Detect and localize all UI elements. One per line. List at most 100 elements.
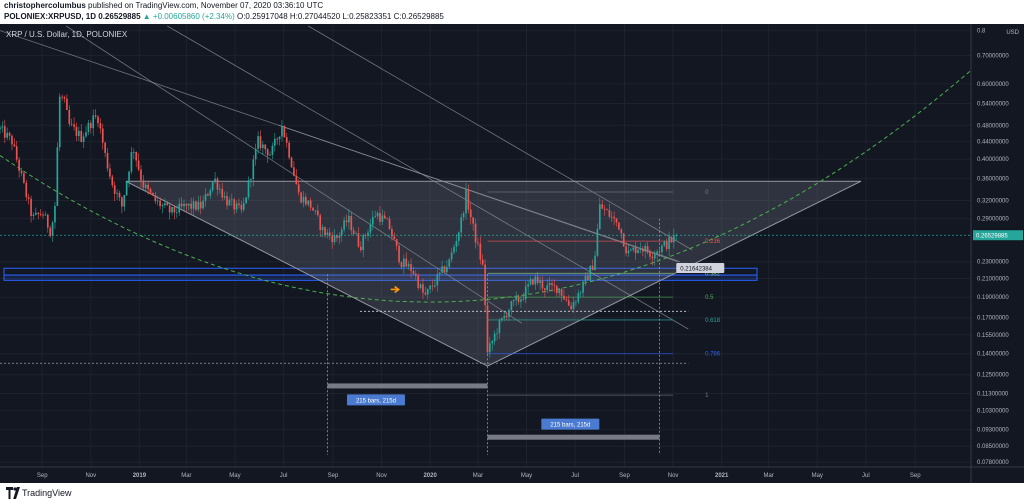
price-chart[interactable]: 0 0.236 0.382 0.5 0.618 0.786 1 0.26529885 0.21… (0, 24, 1024, 483)
candle-body (632, 247, 635, 250)
candle-body (254, 148, 257, 160)
tradingview-logo-icon[interactable] (6, 487, 20, 499)
y-tick-label: 0.11300000 (977, 391, 1009, 397)
candle-body (622, 233, 625, 247)
measure-label-2-badge (541, 418, 600, 430)
candle-body (651, 256, 654, 259)
candle-body (240, 204, 243, 210)
trend-line[interactable] (167, 25, 689, 330)
candle-body (587, 275, 589, 280)
tradingview-brand[interactable]: TradingView (22, 488, 72, 498)
candle-body (183, 203, 185, 207)
candle-body (285, 137, 288, 143)
measure-bar-2[interactable] (487, 434, 660, 440)
x-tick-label: Mar (764, 473, 774, 479)
candle-body (419, 284, 422, 288)
candle-body (505, 315, 508, 318)
candle-body (360, 246, 362, 251)
time-axis[interactable]: Sep Nov 2019 Mar May Jul Sep Nov 2020 Mar May Jul Se… (37, 473, 921, 479)
support-zone-lower[interactable] (3, 274, 758, 281)
candle-body (668, 237, 670, 249)
candle-body (630, 249, 632, 251)
candle-body (517, 296, 520, 302)
y-tick-label: 0.23000000 (977, 260, 1009, 266)
candle-body (536, 276, 539, 284)
candle-body (527, 284, 529, 287)
candle-body (443, 266, 446, 273)
y-tick-label: 0.36000000 (977, 177, 1009, 183)
candle-body (202, 200, 204, 209)
candle-body (111, 176, 114, 186)
candle-body (51, 222, 54, 236)
candle-body (37, 212, 40, 215)
candle-body (23, 173, 25, 183)
parabolic-curve[interactable] (0, 69, 972, 303)
candle-body (555, 285, 558, 294)
candle-body (383, 215, 386, 219)
candle-body (376, 212, 379, 217)
candle-body (634, 247, 637, 254)
candle-body (336, 235, 338, 238)
candle-body (128, 171, 130, 182)
candle-body (94, 115, 97, 117)
candle-body (89, 122, 92, 129)
candle-body (438, 272, 441, 275)
y-tick-label: 0.54000000 (977, 101, 1009, 107)
author-name[interactable]: christophercolumbus (4, 1, 86, 10)
candle-body (58, 96, 61, 148)
candle-body (132, 152, 135, 153)
candle-body (656, 251, 658, 255)
price-axis[interactable]: 0.8 0.70000000 0.60000000 0.54000000 0.48000… (977, 29, 1009, 467)
candle-body (13, 144, 16, 147)
candle-body (498, 320, 501, 334)
candle-body (207, 194, 209, 196)
candle-body (548, 283, 551, 286)
candle-body (109, 168, 111, 177)
candle-body (563, 295, 565, 300)
candle-body (104, 142, 106, 153)
x-tick-label: Nov (376, 473, 387, 479)
open-value: O:0.25917048 (236, 12, 288, 21)
x-tick-label: Jul (571, 473, 579, 479)
publisher-header: christophercolumbus published on Trading… (0, 0, 1024, 24)
trend-line[interactable] (308, 25, 693, 251)
candle-body (290, 157, 293, 168)
candle-body (446, 266, 448, 273)
candle-body (219, 188, 221, 190)
annotations[interactable]: 0.26529885 0.21642384 215 bars, 215d 215 ba… (0, 230, 1023, 440)
footer: TradingView (0, 483, 1024, 503)
x-tick-label: Nov (85, 473, 96, 479)
candle-body (149, 189, 152, 193)
candle-body (338, 235, 341, 238)
candle-body (3, 126, 6, 138)
fib-level-label: 0.618 (705, 318, 721, 324)
candle-body (235, 203, 238, 210)
candle-body (273, 138, 276, 146)
symbol-name[interactable]: POLONIEX:XRPUSD, 1D (4, 12, 97, 21)
published-info: published on TradingView.com, November 0… (88, 1, 324, 10)
trend-line[interactable] (278, 124, 678, 263)
candle-body (665, 241, 668, 249)
y-tick-label: 0.70000000 (977, 53, 1009, 59)
candle-body (178, 203, 181, 213)
drawing-tools[interactable]: 0 0.236 0.382 0.5 0.618 0.786 1 (0, 25, 972, 455)
high-value: H:0.27044520 (289, 12, 341, 21)
candle-body (460, 217, 463, 233)
measure-bar-1[interactable] (327, 383, 488, 389)
candle-body (381, 215, 384, 222)
candle-body (393, 236, 396, 240)
candle-body (541, 280, 544, 289)
candle-body (166, 203, 169, 206)
candle-body (80, 130, 83, 142)
candle-body (78, 130, 80, 136)
fib-level-label: 0.786 (705, 352, 721, 358)
candle-body (44, 214, 47, 216)
candle-body (154, 195, 157, 202)
candle-body (591, 265, 594, 271)
candle-body (484, 264, 486, 306)
candle-body (300, 192, 302, 203)
arrow-right-icon[interactable] (390, 285, 401, 294)
candle-body (474, 223, 477, 243)
candle-body (598, 204, 601, 230)
hover-price-badge[interactable] (676, 262, 725, 273)
